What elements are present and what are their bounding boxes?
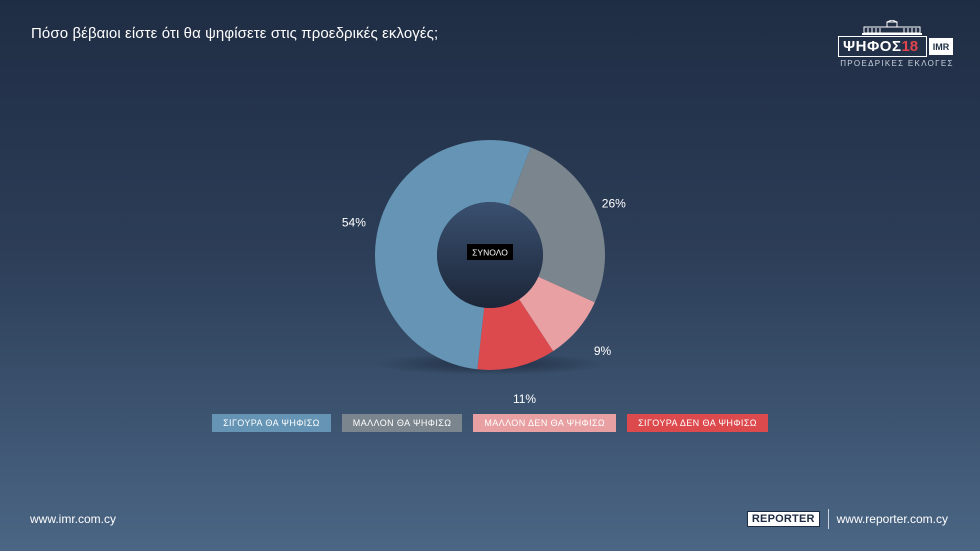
psifos18-logo: ΨΗΦΟΣ 18 IMR ΠΡΟΕΔΡΙΚΕΣ ΕΚΛΟΓΕΣ [838, 20, 956, 68]
footer-brand: REPORTER www.reporter.com.cy [746, 509, 948, 529]
logo-subtitle: ΠΡΟΕΔΡΙΚΕΣ ΕΚΛΟΓΕΣ [840, 59, 954, 68]
chart-legend: ΣΙΓΟΥΡΑ ΘΑ ΨΗΦΙΣΩ ΜΑΛΛΟΝ ΘΑ ΨΗΦΙΣΩ ΜΑΛΛΟΝ … [0, 414, 980, 432]
imr-url[interactable]: www.imr.com.cy [30, 512, 117, 526]
slice-4 [477, 299, 554, 370]
slice-label-3: 9% [594, 344, 612, 358]
page-title: Πόσο βέβαιοι είστε ότι θα ψηφίσετε στις … [31, 25, 439, 42]
logo-number: 18 [901, 38, 919, 55]
legend-item-2: ΜΑΛΛΟΝ ΘΑ ΨΗΦΙΣΩ [341, 414, 463, 432]
reporter-logo: REPORTER [746, 511, 820, 527]
slice-label-1: 54% [342, 215, 366, 229]
slice-label-4: 11% [513, 392, 536, 406]
imr-logo: IMR [929, 38, 953, 55]
center-label-bg [467, 244, 513, 260]
legend-item-1: ΣΙΓΟΥΡΑ ΘΑ ΨΗΦΙΣΩ [212, 414, 331, 432]
legend-item-4: ΣΙΓΟΥΡΑ ΔΕΝ ΘΑ ΨΗΦΙΣΩ [627, 414, 768, 432]
logo-word: ΨΗΦΟΣ [843, 38, 902, 55]
slice-3 [519, 276, 595, 352]
logo-wordmark: ΨΗΦΟΣ 18 [838, 36, 927, 57]
legend-item-3: ΜΑΛΛΟΝ ΔΕΝ ΘΑ ΨΗΦΙΣΩ [473, 414, 617, 432]
footer-divider [827, 509, 829, 529]
slice-label-2: 26% [602, 197, 626, 211]
center-label: ΣΥΝΟΛΟ [472, 248, 508, 258]
slice-2 [508, 147, 605, 303]
reporter-url[interactable]: www.reporter.com.cy [836, 512, 948, 526]
parliament-building-icon [862, 20, 922, 35]
slice-1 [374, 139, 531, 370]
